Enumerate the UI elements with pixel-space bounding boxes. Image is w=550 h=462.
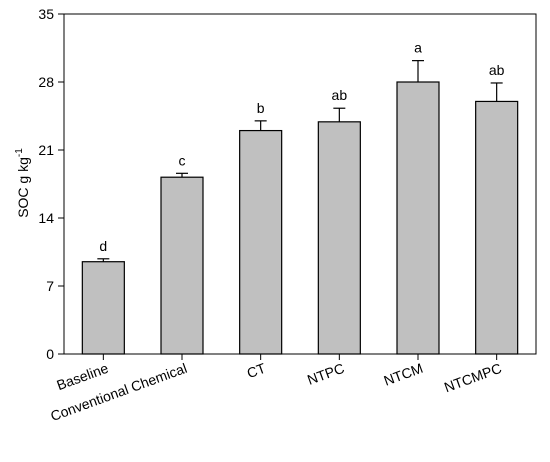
y-axis-label: SOC g kg-1	[14, 148, 31, 218]
significance-letter: b	[257, 100, 265, 116]
x-tick-label: Conventional Chemical	[48, 360, 189, 424]
bar	[396, 81, 440, 355]
bar	[160, 176, 204, 355]
y-tick-label: 7	[46, 278, 54, 294]
plot-frame	[63, 13, 537, 355]
y-tick-label: 0	[46, 346, 54, 362]
significance-letter: ab	[489, 62, 505, 78]
y-tick-label: 35	[38, 6, 54, 22]
bar	[475, 100, 519, 355]
y-tick-label: 14	[38, 210, 54, 226]
significance-letter: ab	[332, 87, 348, 103]
y-axis-label-superscript: -1	[14, 148, 25, 157]
significance-letter: a	[414, 40, 422, 56]
y-axis-label-main: SOC g kg	[15, 157, 31, 218]
significance-letter: d	[99, 238, 107, 254]
bar	[81, 261, 125, 355]
x-tick-label: NTPC	[305, 360, 346, 388]
x-tick-label: Baseline	[54, 360, 110, 393]
y-tick-label: 28	[38, 74, 54, 90]
y-tick-label: 21	[38, 142, 54, 158]
y-axis-label-text: SOC g kg-1	[14, 148, 31, 218]
x-tick-label: CT	[245, 360, 268, 382]
x-tick-label: NTCM	[382, 360, 425, 389]
significance-letter: c	[179, 152, 186, 168]
plot-area: 0 7 14 21 28 35 d Baseline c Conventional Chemica…	[38, 6, 537, 424]
bar	[239, 129, 283, 355]
bar	[317, 121, 361, 355]
x-tick-label: NTCMPC	[442, 360, 504, 396]
